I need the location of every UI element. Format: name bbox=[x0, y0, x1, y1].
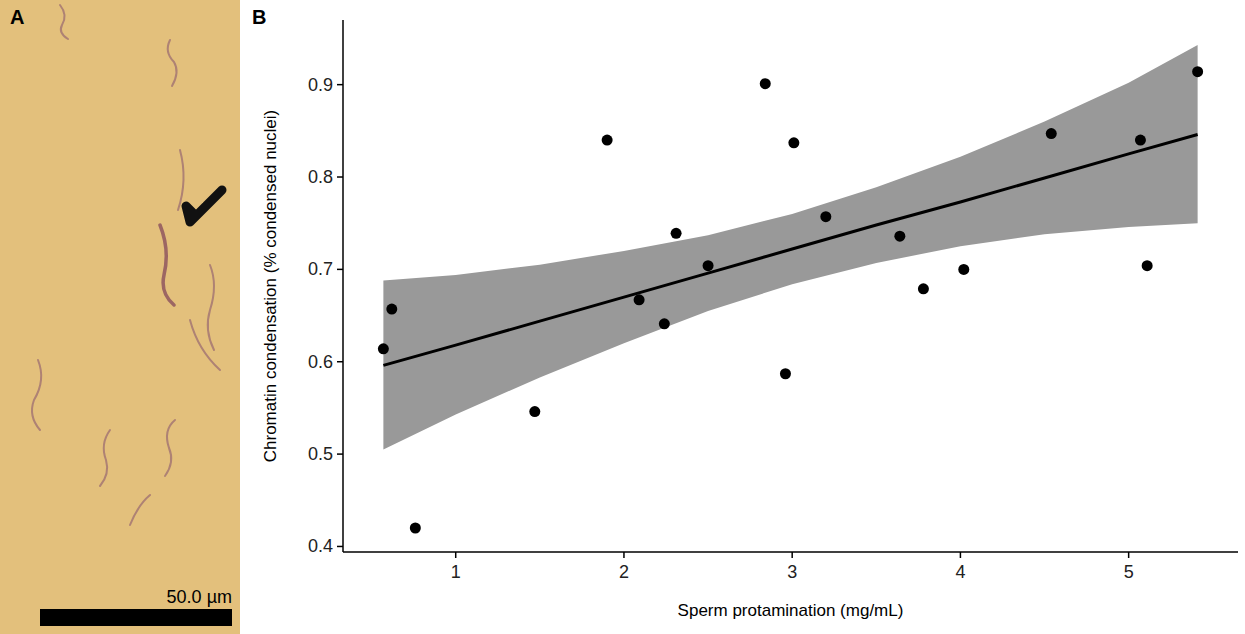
confidence-band bbox=[383, 45, 1197, 450]
y-tick bbox=[337, 453, 343, 455]
y-tick bbox=[337, 361, 343, 363]
x-tick-label: 5 bbox=[1124, 562, 1134, 582]
y-tick bbox=[337, 546, 343, 548]
y-tick-label: 0.5 bbox=[308, 444, 333, 464]
x-tick bbox=[455, 552, 457, 558]
data-point bbox=[671, 228, 682, 239]
panel-a: 50.0 µm A bbox=[0, 0, 240, 634]
x-axis-title: Sperm protamination (mg/mL) bbox=[678, 601, 904, 620]
sperm-cell bbox=[32, 360, 41, 430]
data-point bbox=[378, 343, 389, 354]
data-point bbox=[529, 406, 540, 417]
data-point bbox=[1046, 128, 1057, 139]
data-point bbox=[1135, 135, 1146, 146]
data-point bbox=[659, 318, 670, 329]
data-point bbox=[634, 294, 645, 305]
panel-label: B bbox=[252, 6, 266, 28]
scale-bar-label: 50.0 µm bbox=[167, 587, 232, 607]
data-point bbox=[780, 368, 791, 379]
x-tick bbox=[1128, 552, 1130, 558]
x-axis-line bbox=[343, 551, 1238, 553]
y-tick-label: 0.4 bbox=[308, 536, 333, 556]
panel-b: B 0.4 0.5 0.6 0.7 0.8 0.9 1 2 3 4 5 Sperm protaminat… bbox=[252, 6, 1238, 620]
data-point bbox=[760, 78, 771, 89]
figure: 50.0 µm A B 0.4 0.5 0.6 0.7 0.8 0.9 1 2 3 4 5 Sperm pr… bbox=[0, 0, 1245, 634]
y-tick-label: 0.7 bbox=[308, 259, 333, 279]
fit-line bbox=[383, 135, 1197, 366]
data-point bbox=[894, 231, 905, 242]
y-tick bbox=[337, 176, 343, 178]
data-point bbox=[1192, 66, 1203, 77]
x-tick bbox=[960, 552, 962, 558]
x-tick-label: 2 bbox=[619, 562, 629, 582]
x-tick-label: 4 bbox=[955, 562, 965, 582]
sperm-cell bbox=[60, 5, 68, 39]
panel-label: A bbox=[10, 6, 24, 28]
data-point bbox=[918, 283, 929, 294]
data-point bbox=[958, 264, 969, 275]
sperm-cell bbox=[178, 150, 184, 210]
sperm-cell bbox=[165, 420, 175, 476]
scale-bar bbox=[40, 609, 232, 626]
plot-marks bbox=[378, 45, 1203, 534]
x-tick-label: 3 bbox=[787, 562, 797, 582]
data-point bbox=[602, 135, 613, 146]
x-tick bbox=[623, 552, 625, 558]
sperm-cell bbox=[100, 430, 110, 486]
data-point bbox=[1142, 260, 1153, 271]
data-point bbox=[820, 211, 831, 222]
sperm-cell bbox=[190, 320, 220, 370]
sperm-cell bbox=[160, 225, 174, 305]
y-axis-line bbox=[342, 20, 344, 552]
micrograph-background bbox=[0, 0, 240, 634]
y-tick bbox=[337, 84, 343, 86]
sperm-cell bbox=[130, 495, 150, 525]
data-point bbox=[410, 522, 421, 533]
y-tick-label: 0.8 bbox=[308, 167, 333, 187]
sperm-cell bbox=[208, 265, 214, 350]
data-point bbox=[703, 260, 714, 271]
x-tick-label: 1 bbox=[451, 562, 461, 582]
y-tick-label: 0.9 bbox=[308, 75, 333, 95]
arrow bbox=[186, 190, 222, 222]
y-tick bbox=[337, 269, 343, 271]
y-tick-label: 0.6 bbox=[308, 352, 333, 372]
y-axis-title: Chromatin condensation (% condensed nucl… bbox=[261, 110, 280, 462]
x-tick bbox=[791, 552, 793, 558]
data-point bbox=[788, 137, 799, 148]
data-point bbox=[386, 304, 397, 315]
sperm-cell bbox=[168, 40, 177, 86]
